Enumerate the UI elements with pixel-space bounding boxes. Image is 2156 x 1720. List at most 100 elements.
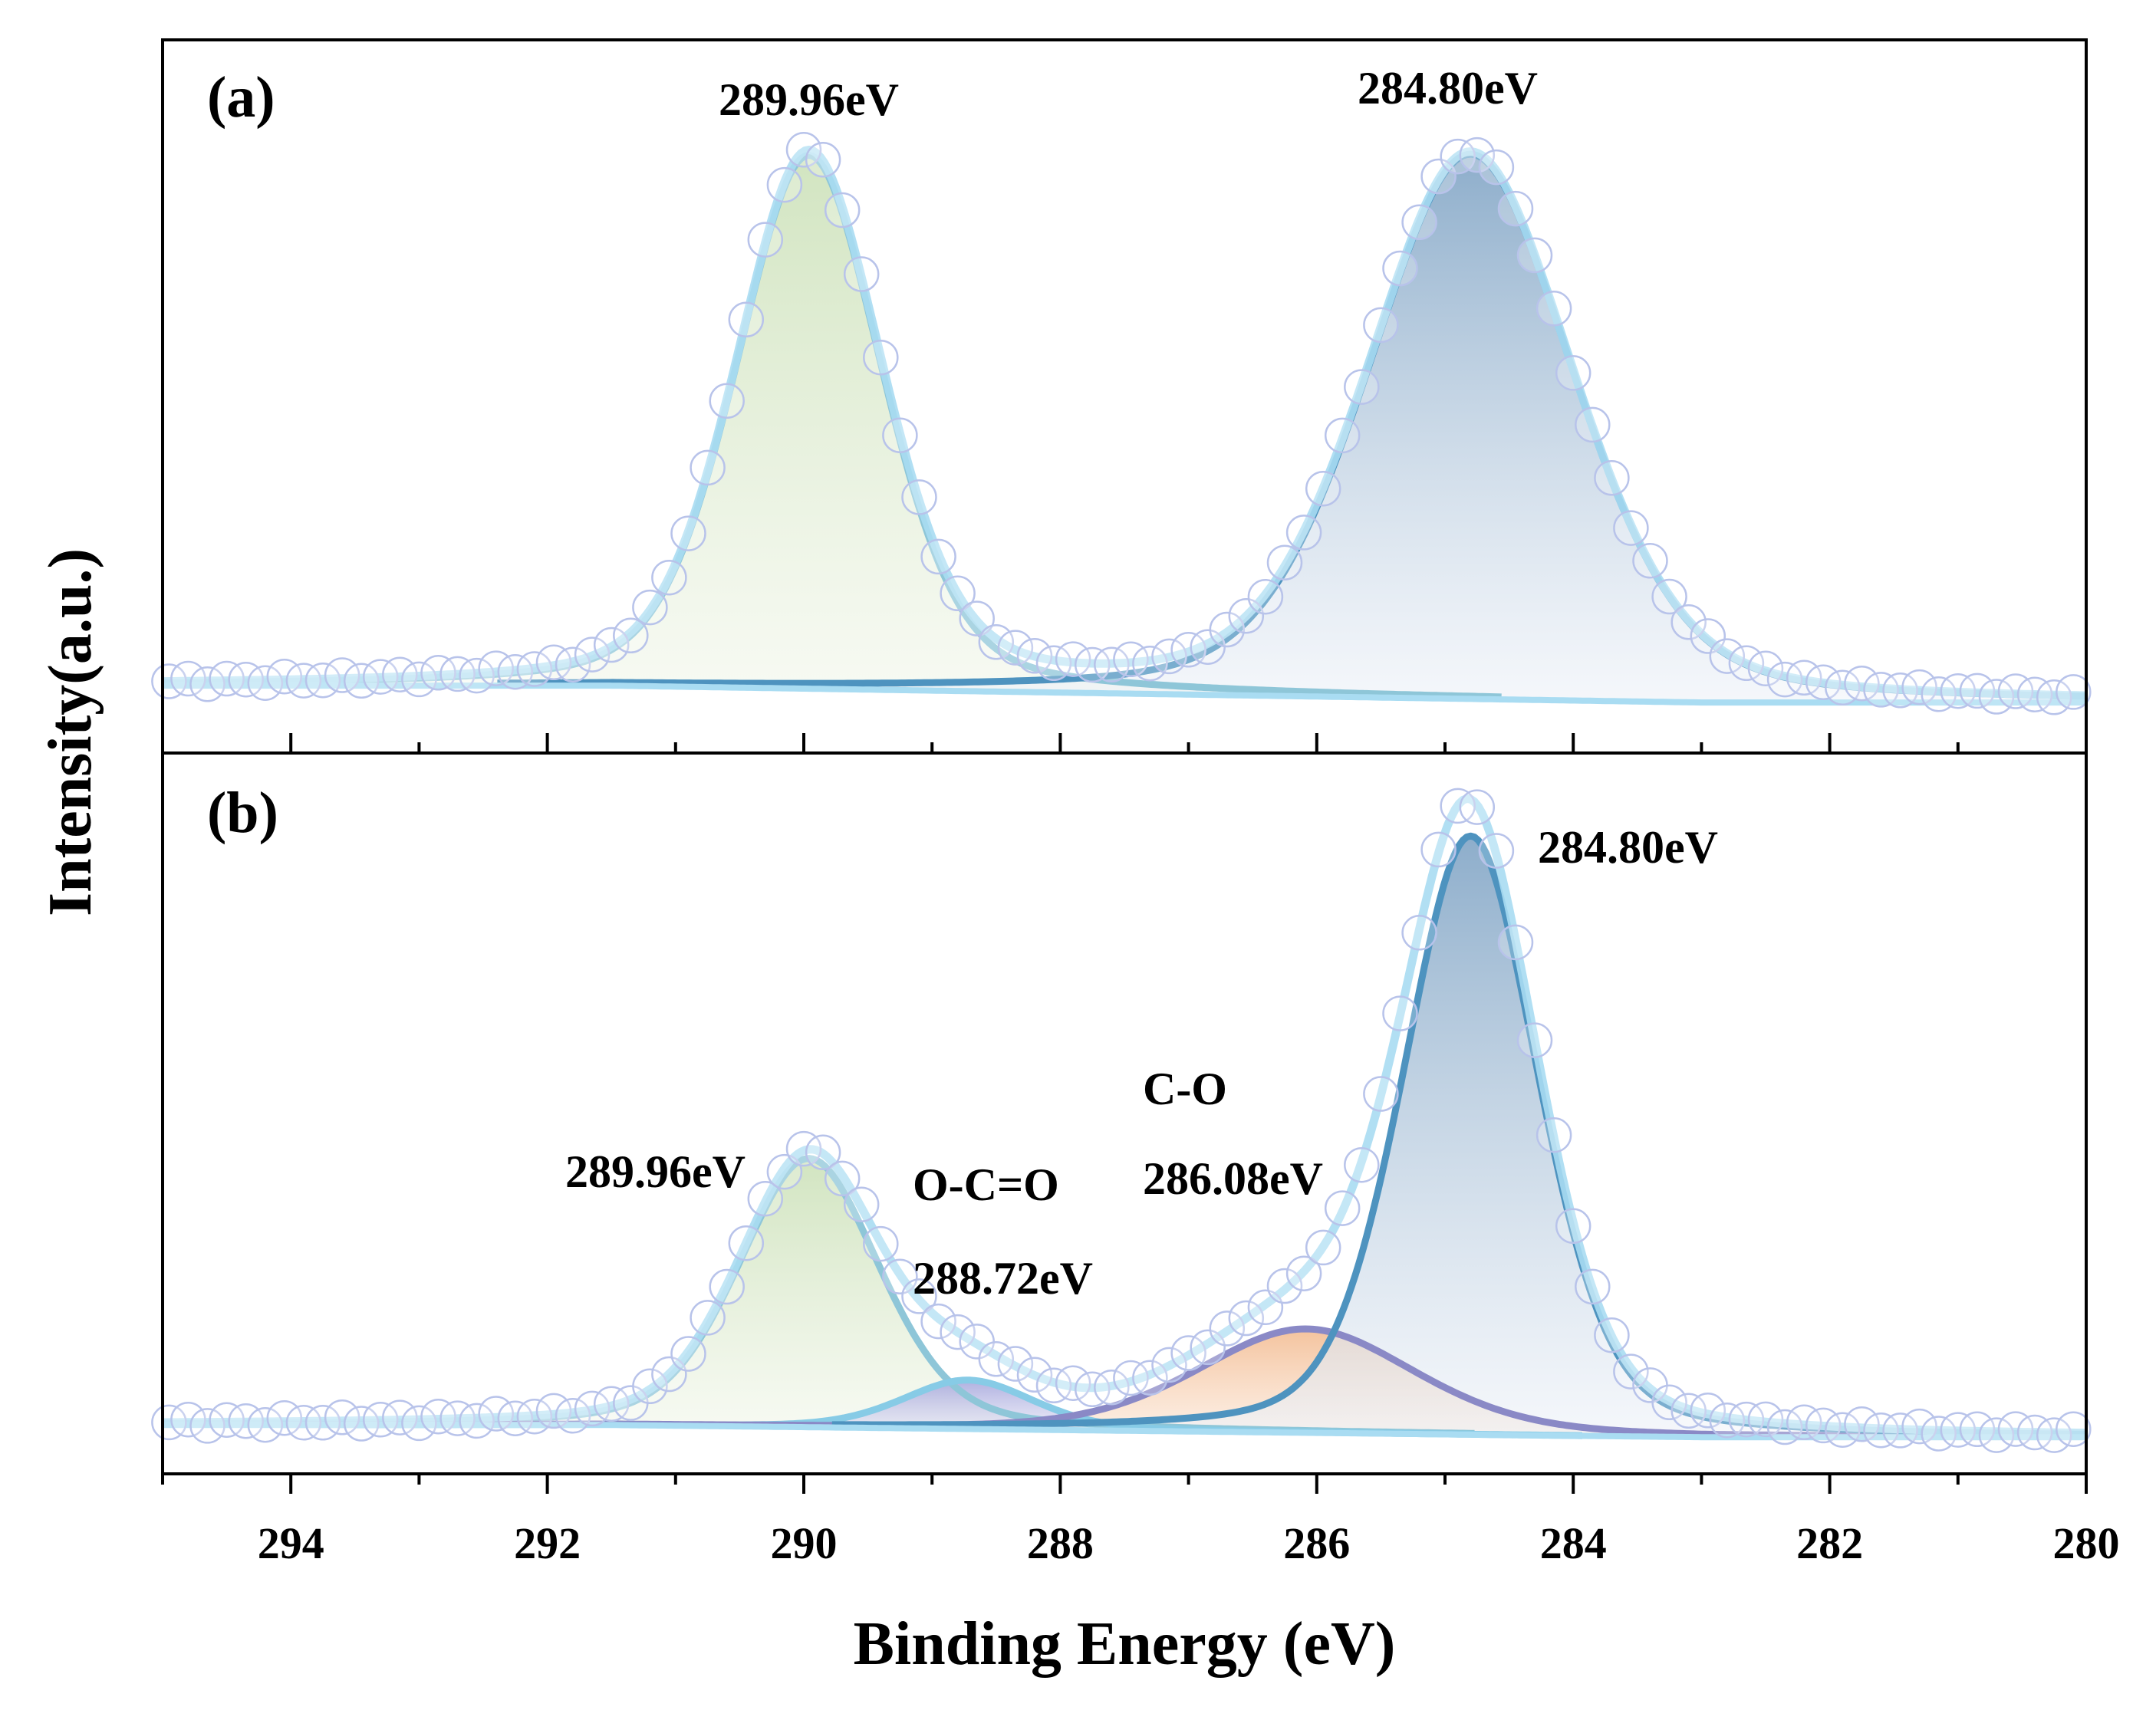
data-point-a (420, 655, 456, 691)
data-point-b (1113, 1360, 1149, 1396)
data-point-a (785, 132, 822, 168)
data-point-b (2036, 1417, 2072, 1453)
data-point-a (1151, 638, 1187, 675)
x-tick-label: 290 (771, 1518, 838, 1568)
data-point-b (555, 1398, 591, 1434)
data-point-a (1324, 417, 1361, 454)
data-point-b (690, 1300, 726, 1336)
data-point-b (709, 1268, 745, 1305)
data-point-b (1959, 1411, 1996, 1448)
peak-fill-a-0 (163, 155, 1502, 700)
data-point-b (805, 1134, 841, 1171)
data-point-a (1709, 638, 1746, 674)
envelope-b (162, 794, 2087, 1438)
data-point-a (151, 663, 187, 699)
data-point-a (1863, 672, 1899, 708)
envelope-a (162, 146, 2087, 700)
data-point-a (247, 665, 284, 701)
data-point-a (1766, 661, 1803, 698)
data-point-a (863, 339, 899, 376)
data-point-b (401, 1405, 437, 1442)
data-point-a (651, 559, 687, 596)
data-point-a (670, 515, 706, 551)
x-tick-label: 288 (1027, 1518, 1094, 1568)
data-point-a (555, 646, 591, 683)
data-point-b (1401, 915, 1437, 951)
data-point-a (1016, 638, 1053, 674)
data-point-b (285, 1405, 322, 1441)
peak-label-b-oco-energy: 288.72eV (913, 1253, 1093, 1304)
data-point-a (690, 449, 726, 486)
data-point-a (1420, 158, 1457, 195)
data-point-b (1324, 1190, 1361, 1226)
data-point-b (1344, 1146, 1380, 1183)
data-point-a (401, 661, 437, 698)
data-point-b (670, 1336, 706, 1372)
data-point-a (1478, 149, 1515, 186)
data-point-a (805, 142, 841, 178)
data-point-b (1555, 1208, 1591, 1245)
data-point-b (1074, 1371, 1111, 1408)
peak-fill-b-0 (163, 1158, 1475, 1435)
peak-label-a-289: 289.96eV (719, 74, 899, 125)
data-point-a (613, 617, 649, 654)
panel-b-peak-fills (163, 836, 2086, 1438)
peak-label-b-289: 289.96eV (565, 1146, 746, 1197)
data-point-b (2016, 1414, 2053, 1451)
data-point-a (824, 192, 861, 229)
data-point-a (959, 600, 995, 636)
data-point-a (1940, 673, 1977, 709)
data-point-a (1363, 307, 1399, 344)
panel-b-envelope (162, 794, 2087, 1441)
data-point-a (709, 383, 745, 419)
data-point-b (766, 1153, 803, 1190)
data-point-a (1921, 676, 1957, 712)
data-point-b (1209, 1311, 1246, 1347)
data-point-a (1536, 291, 1572, 327)
x-axis-ticks (161, 733, 2088, 1494)
data-point-a (1074, 646, 1111, 683)
x-axis-tick-labels: 294 292 290 288 286 284 282 280 (258, 1518, 2120, 1568)
data-point-b (1651, 1384, 1687, 1421)
data-point-a (747, 222, 784, 258)
data-point-b (1190, 1329, 1226, 1366)
panel-a-data-points (151, 132, 2092, 715)
x-tick-label: 280 (2053, 1518, 2120, 1568)
baseline-a (163, 682, 2086, 706)
data-point-a (920, 538, 956, 575)
peak-label-b-co-group: C-O (1143, 1064, 1227, 1114)
x-tick-label: 286 (1283, 1518, 1350, 1568)
data-point-b (728, 1225, 765, 1261)
data-point-b (1016, 1357, 1053, 1393)
data-point-a (1440, 138, 1476, 175)
data-point-b (151, 1404, 187, 1441)
data-point-a (1844, 665, 1880, 702)
data-point-b (1786, 1404, 1822, 1441)
data-point-a (574, 636, 611, 673)
panel-label-b: (b) (207, 781, 278, 845)
data-point-b (1613, 1353, 1649, 1389)
data-point-b (901, 1278, 937, 1314)
data-point-b (1901, 1408, 1937, 1445)
x-tick-label: 284 (1540, 1518, 1607, 1568)
peak-label-b-oco-group: O-C=O (913, 1159, 1059, 1210)
data-point-a (285, 663, 322, 699)
data-point-a (1690, 618, 1726, 654)
data-point-a (1266, 544, 1303, 580)
peak-fill-a-1 (497, 154, 2087, 703)
data-point-b (189, 1408, 225, 1444)
data-point-b (439, 1400, 476, 1436)
data-point-b (247, 1406, 284, 1443)
data-point-a (1882, 673, 1918, 709)
data-point-b (593, 1386, 630, 1422)
data-point-b (882, 1258, 918, 1295)
data-point-b (940, 1314, 976, 1350)
data-point-b (2056, 1411, 2092, 1447)
data-point-b (362, 1402, 399, 1438)
data-point-b (1382, 995, 1418, 1031)
panel-a-envelope (162, 146, 2087, 706)
panel-a-peak-fills (163, 154, 2087, 703)
data-point-b (824, 1160, 861, 1197)
data-point-a (535, 644, 572, 681)
